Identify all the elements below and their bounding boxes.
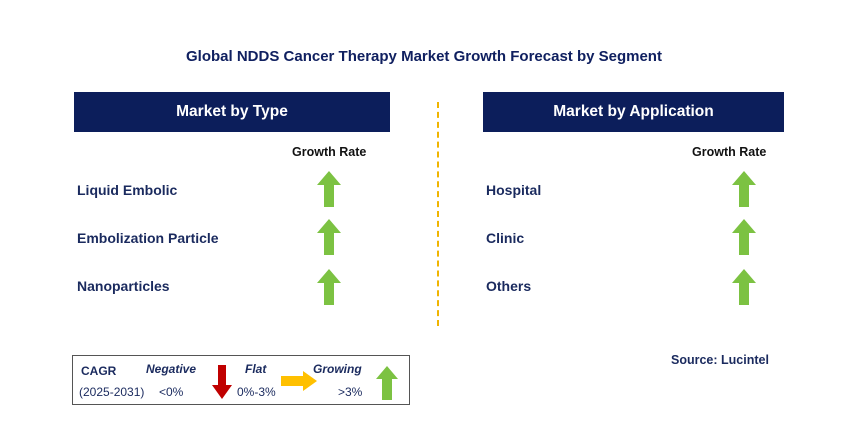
- type-row-label: Liquid Embolic: [77, 182, 178, 198]
- type-row-label: Embolization Particle: [77, 230, 219, 246]
- legend-growing-label: Growing: [313, 362, 362, 376]
- growing-arrow-icon: [376, 366, 398, 400]
- legend-negative-label: Negative: [146, 362, 197, 376]
- growing-arrow-icon: [317, 269, 341, 305]
- application-row-label: Others: [486, 278, 532, 294]
- legend-flat-label: Flat: [245, 362, 267, 376]
- panel-divider: [437, 102, 439, 326]
- cagr-legend: CAGR (2025-2031) Negative <0% Flat 0%-3%…: [72, 355, 410, 405]
- legend-cagr-label: CAGR: [81, 364, 117, 378]
- type-row-label: Nanoparticles: [77, 278, 170, 294]
- legend-flat-range: 0%-3%: [237, 385, 276, 399]
- application-panel-header: Market by Application: [483, 92, 784, 132]
- growing-arrow-icon: [732, 219, 756, 255]
- type-panel-header: Market by Type: [74, 92, 390, 132]
- negative-arrow-icon: [212, 365, 232, 399]
- application-row-label: Clinic: [486, 230, 525, 246]
- legend-growing-range: >3%: [338, 385, 363, 399]
- application-growth-rate-header: Growth Rate: [692, 145, 767, 159]
- chart-title: Global NDDS Cancer Therapy Market Growth…: [186, 48, 662, 65]
- flat-arrow-icon: [281, 371, 317, 391]
- growing-arrow-icon: [732, 269, 756, 305]
- source-label: Source: Lucintel: [671, 353, 769, 367]
- growing-arrow-icon: [732, 171, 756, 207]
- application-row-label: Hospital: [486, 182, 542, 198]
- legend-period: (2025-2031): [79, 385, 145, 399]
- growing-arrow-icon: [317, 219, 341, 255]
- legend-negative-range: <0%: [159, 385, 184, 399]
- type-growth-rate-header: Growth Rate: [292, 145, 367, 159]
- growing-arrow-icon: [317, 171, 341, 207]
